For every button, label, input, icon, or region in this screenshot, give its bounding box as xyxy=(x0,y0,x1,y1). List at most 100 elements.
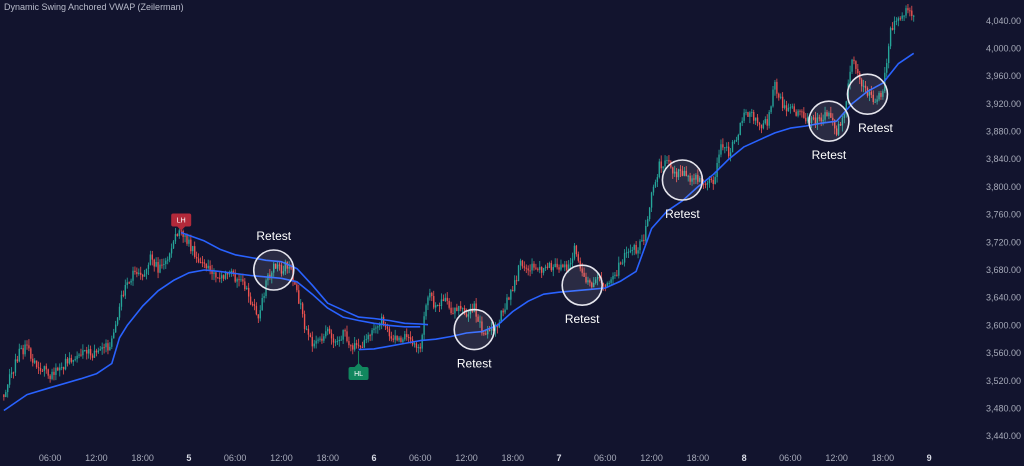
candle-body xyxy=(880,92,882,97)
candle-body xyxy=(785,105,788,112)
candle-body xyxy=(508,297,510,300)
candle-body xyxy=(400,337,402,343)
candle-body xyxy=(207,265,209,269)
candle-body xyxy=(768,112,770,126)
candle-body xyxy=(417,347,420,349)
candle-body xyxy=(710,178,713,180)
swing-pointer-lh xyxy=(177,226,186,231)
candle-body xyxy=(271,272,273,278)
candle-body xyxy=(564,264,566,268)
candle-body xyxy=(473,303,475,312)
candle-body xyxy=(72,359,74,362)
candle-body xyxy=(199,262,202,264)
candle-body xyxy=(344,330,346,332)
candle-body xyxy=(560,264,562,270)
candle-body xyxy=(425,305,427,317)
candle-body xyxy=(612,275,614,280)
candle-body xyxy=(789,107,792,109)
candle-body xyxy=(469,308,472,315)
candle-body xyxy=(313,343,315,347)
candle-body xyxy=(332,338,335,343)
candle-body xyxy=(62,367,65,370)
x-tick-label: 12:00 xyxy=(270,453,293,463)
candle-body xyxy=(693,178,695,180)
candle-body xyxy=(409,337,412,340)
candle-body xyxy=(392,338,394,340)
candle-body xyxy=(718,154,720,163)
retest-circle-5 xyxy=(808,100,850,142)
candle-body xyxy=(793,106,795,112)
candle-body xyxy=(60,367,63,369)
candle-body xyxy=(741,120,743,123)
x-tick-label: 06:00 xyxy=(224,453,247,463)
candle-body xyxy=(311,336,313,347)
candle-body xyxy=(467,314,470,317)
candle-body xyxy=(764,119,766,124)
candle-body xyxy=(456,307,458,312)
candle-body xyxy=(604,285,606,287)
candle-body xyxy=(238,279,240,281)
candle-body xyxy=(149,254,152,265)
candle-body xyxy=(203,262,206,264)
candle-body xyxy=(305,328,308,330)
x-tick-label: 12:00 xyxy=(85,453,108,463)
candle-body xyxy=(444,297,446,301)
swing-label-lh xyxy=(171,213,192,227)
candle-body xyxy=(828,112,830,117)
candle-body xyxy=(801,111,803,113)
candle-body xyxy=(887,46,890,64)
candle-body xyxy=(481,321,483,334)
candle-body xyxy=(257,314,260,319)
candle-body xyxy=(64,358,67,370)
candle-body xyxy=(762,123,765,129)
candle-body xyxy=(28,345,30,349)
x-tick-label: 18:00 xyxy=(316,453,339,463)
candle-body xyxy=(369,335,371,337)
candle-body xyxy=(677,169,680,178)
candle-body xyxy=(571,258,574,263)
candle-body xyxy=(774,81,776,90)
candle-body xyxy=(109,346,111,351)
candle-body xyxy=(5,392,7,398)
candle-body xyxy=(278,264,281,266)
candle-body xyxy=(643,239,645,241)
candle-body xyxy=(488,329,491,331)
x-tick-label: 8 xyxy=(742,453,747,463)
y-tick-label: 4,040.00 xyxy=(986,16,1021,26)
y-tick-label: 3,800.00 xyxy=(986,182,1021,192)
swing-label-hl xyxy=(348,367,369,380)
candle-body xyxy=(97,350,100,353)
candle-body xyxy=(379,323,381,327)
vwap-line-start xyxy=(3,269,421,412)
candle-body xyxy=(851,59,853,72)
candle-body xyxy=(134,270,136,273)
candle-body xyxy=(523,266,526,268)
candle-body xyxy=(170,248,173,254)
retest-circle-1 xyxy=(252,249,295,291)
candle-body xyxy=(780,96,782,98)
candle-body xyxy=(261,298,263,311)
candle-body xyxy=(778,93,780,98)
candle-body xyxy=(32,358,34,363)
retest-label-2: Retest xyxy=(457,357,492,371)
y-tick-label: 3,960.00 xyxy=(986,71,1021,81)
candle-body xyxy=(371,330,373,336)
candle-body xyxy=(907,8,909,11)
candle-body xyxy=(460,305,462,309)
candle-body xyxy=(342,330,344,340)
candle-body xyxy=(284,261,286,272)
candle-body xyxy=(377,326,379,328)
candle-body xyxy=(103,347,105,349)
candle-body xyxy=(853,59,855,62)
x-tick-label: 06:00 xyxy=(409,453,432,463)
x-tick-label: 7 xyxy=(557,453,562,463)
candle-body xyxy=(606,283,608,287)
candle-body xyxy=(452,313,454,315)
candle-body xyxy=(727,146,730,157)
candle-body xyxy=(195,256,198,259)
candle-body xyxy=(841,117,844,126)
x-tick-label: 12:00 xyxy=(640,453,663,463)
candle-body xyxy=(647,219,649,226)
candle-body xyxy=(905,8,907,16)
